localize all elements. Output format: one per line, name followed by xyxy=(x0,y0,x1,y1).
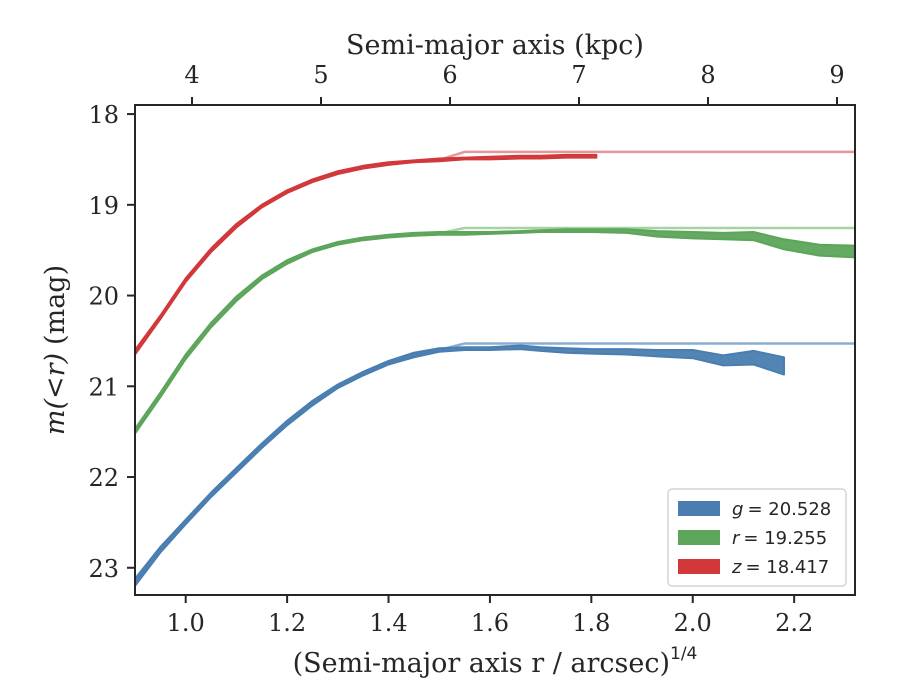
legend-label-value: = 18.417 xyxy=(745,557,829,578)
legend-label-value: = 20.528 xyxy=(747,499,831,520)
top-tick-label: 9 xyxy=(829,61,844,89)
profile-band-z xyxy=(135,153,598,356)
legend-label-g: g = 20.528 xyxy=(732,499,831,520)
x-tick-label: 2.2 xyxy=(775,609,813,637)
profile-band-g xyxy=(135,344,785,587)
plot-frame xyxy=(134,104,856,596)
legend-label-symbol: r xyxy=(732,528,741,549)
x-axis-title: (Semi-major axis r / arcsec)1/4 xyxy=(293,644,698,679)
x-tick-label: 1.0 xyxy=(167,609,205,637)
top-tick-label: 6 xyxy=(442,61,457,89)
x-tick-label: 1.6 xyxy=(471,609,509,637)
legend-label-r: r = 19.255 xyxy=(732,528,827,549)
y-axis-title: m(<r) (mag) xyxy=(40,265,71,435)
legend-swatch-z xyxy=(678,559,720,574)
model-curve-z xyxy=(135,150,855,354)
plot-data-layer xyxy=(135,150,855,587)
x-tick-label: 1.2 xyxy=(268,609,306,637)
x-tick-label: 1.4 xyxy=(369,609,407,637)
x-axis-title-exponent: 1/4 xyxy=(670,644,697,664)
x-tick-label: 1.8 xyxy=(572,609,610,637)
top-tick-label: 5 xyxy=(313,61,328,89)
x-tick-label: 2.0 xyxy=(674,609,712,637)
top-axis-title: Semi-major axis (kpc) xyxy=(346,30,644,61)
legend-label-symbol: z xyxy=(731,557,742,578)
top-tick-label: 7 xyxy=(571,61,586,89)
legend-label-symbol: g xyxy=(732,499,743,520)
legend-swatch-r xyxy=(678,530,720,545)
ticks-layer: 1.0 1.2 1.4 1.6 1.8 2.0 2.2 18 19 20 21 22 23 4 5 6 7 8 9 xyxy=(88,61,844,637)
x-axis-title-text: (Semi-major axis r / arcsec) xyxy=(293,648,670,679)
y-tick-label: 19 xyxy=(88,192,119,220)
y-axis-title-math: m(<r) xyxy=(40,353,71,435)
y-tick-label: 21 xyxy=(88,373,119,401)
y-tick-label: 23 xyxy=(88,555,119,583)
legend-label-value: = 19.255 xyxy=(743,528,827,549)
y-axis-title-unit: (mag) xyxy=(40,265,71,345)
y-tick-label: 20 xyxy=(88,283,119,311)
model-curve-r xyxy=(135,226,855,432)
legend-swatch-g xyxy=(678,501,720,516)
top-tick-label: 8 xyxy=(700,61,715,89)
profile-band-r xyxy=(135,228,855,435)
y-tick-label: 18 xyxy=(88,101,119,129)
top-tick-label: 4 xyxy=(184,61,199,89)
y-tick-label: 22 xyxy=(88,464,119,492)
legend-label-z: z = 18.417 xyxy=(731,557,829,578)
